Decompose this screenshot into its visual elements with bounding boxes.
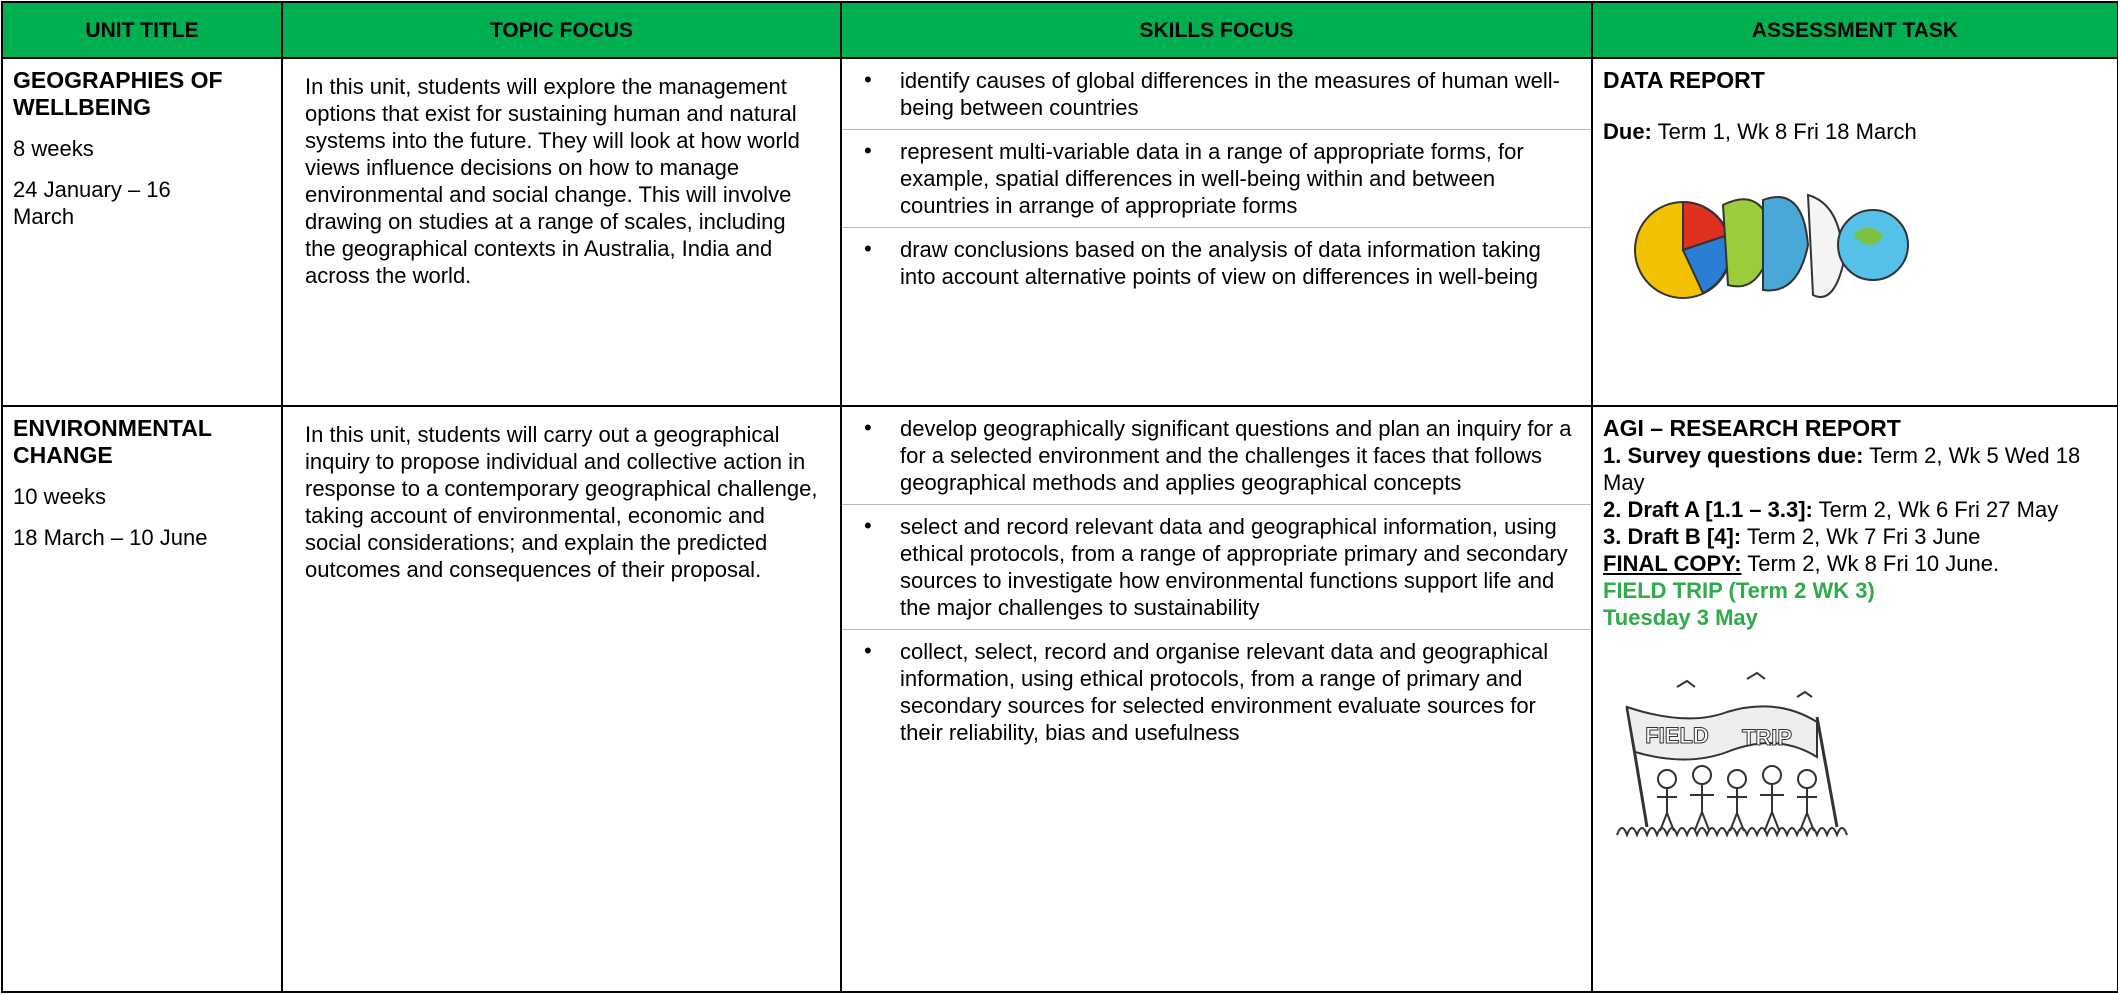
due-text: Term 1, Wk 8 Fri 18 March [1657,119,1917,144]
field-trip: FIELD TRIP (Term 2 WK 3) [1603,578,1875,603]
item-label: 3. Draft B [4]: [1603,524,1742,549]
due-date: Due: Term 1, Wk 8 Fri 18 March [1603,118,2107,145]
banner-text: TRIP [1742,725,1792,750]
field-trip-illustration: FIELD TRIP [1616,671,1848,837]
field-trip-date: Tuesday 3 May [1603,605,1758,630]
header-cell: TOPIC FOCUS [281,1,842,59]
task-item: 2. Draft A [1.1 – 3.3]: Term 2, Wk 6 Fri… [1603,496,2107,523]
task-item: FINAL COPY: Term 2, Wk 8 Fri 10 June. [1603,550,2107,577]
skill-item: identify causes of global differences in… [842,59,1591,130]
skill-item: collect, select, record and organise rel… [842,630,1591,754]
unit-row: ENVIRONMENTAL CHANGE 10 weeks 18 March –… [1,405,2118,993]
unit-cell: GEOGRAPHIES OF WELLBEING 8 weeks 24 Janu… [1,57,283,407]
unit-cell: ENVIRONMENTAL CHANGE 10 weeks 18 March –… [1,405,283,993]
skills-cell: identify causes of global differences in… [840,57,1593,407]
unit-dates: 24 January – 16 March [13,177,171,229]
due-label: Due: [1603,119,1652,144]
skill-item: draw conclusions based on the analysis o… [842,228,1591,298]
banner-text: FIELD [1645,723,1709,748]
unit-row: GEOGRAPHIES OF WELLBEING 8 weeks 24 Janu… [1,57,2118,407]
skills-cell: develop geographically significant quest… [840,405,1593,993]
item-text: Term 2, Wk 6 Fri 27 May [1818,497,2059,522]
unit-title: ENVIRONMENTAL CHANGE [13,415,212,468]
skill-item: develop geographically significant quest… [842,407,1591,505]
skills-list: develop geographically significant quest… [842,407,1591,754]
header-row: UNIT TITLE TOPIC FOCUS SKILLS FOCUS ASSE… [1,1,2118,59]
header-cell: ASSESSMENT TASK [1591,1,2118,59]
task-title: DATA REPORT [1603,67,1765,93]
skill-item: select and record relevant data and geog… [842,505,1591,630]
task-item: 3. Draft B [4]: Term 2, Wk 7 Fri 3 June [1603,523,2107,550]
topic-cell: In this unit, students will explore the … [281,57,842,407]
skill-item: represent multi-variable data in a range… [842,130,1591,228]
assessment-cell: AGI – RESEARCH REPORT 1. Survey question… [1591,405,2118,993]
item-label: 1. Survey questions due: [1603,443,1864,468]
unit-duration: 8 weeks [13,136,94,161]
task-item: 1. Survey questions due: Term 2, Wk 5 We… [1603,442,2107,496]
item-text: Term 2, Wk 8 Fri 10 June. [1747,551,2000,576]
assessment-cell: DATA REPORT Due: Term 1, Wk 8 Fri 18 Mar… [1591,57,2118,407]
item-label: FINAL COPY: [1603,551,1742,576]
item-text: Term 2, Wk 5 Wed 18 May [1603,443,2081,495]
task-title: AGI – RESEARCH REPORT [1603,415,1901,441]
unit-title: GEOGRAPHIES OF WELLBEING [13,67,223,120]
unit-duration: 10 weeks [13,484,106,509]
item-text: Term 2, Wk 7 Fri 3 June [1746,524,1981,549]
header-cell: SKILLS FOCUS [840,1,1593,59]
header-cell: UNIT TITLE [1,1,283,59]
skills-list: identify causes of global differences in… [842,59,1591,298]
item-label: 2. Draft A [1.1 – 3.3]: [1603,497,1813,522]
topic-cell: In this unit, students will carry out a … [281,405,842,993]
unit-dates: 18 March – 10 June [13,525,208,550]
data-report-illustration [1634,193,1909,299]
